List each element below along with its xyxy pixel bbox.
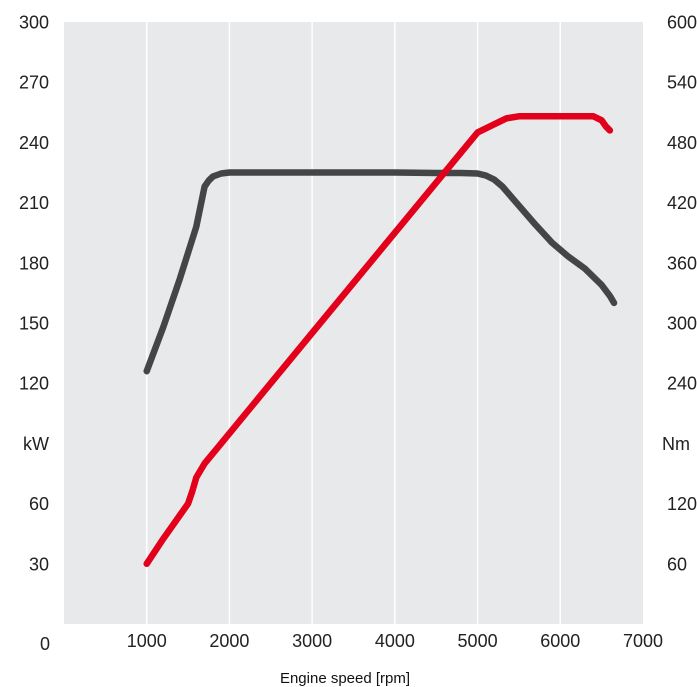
x-tick-label: 1000 bbox=[127, 631, 167, 651]
right-tick-label: 300 bbox=[667, 314, 697, 334]
x-tick-label: 7000 bbox=[623, 631, 663, 651]
series-line-1 bbox=[143, 169, 618, 375]
right-tick-label: 240 bbox=[667, 374, 697, 394]
left-tick-label: 300 bbox=[19, 13, 49, 33]
left-tick-label: 60 bbox=[29, 494, 49, 514]
left-tick-label: 150 bbox=[19, 314, 49, 334]
right-tick-label: 120 bbox=[667, 494, 697, 514]
left-tick-label: 30 bbox=[29, 554, 49, 574]
x-tick-label: 5000 bbox=[458, 631, 498, 651]
x-axis-ticks: 1000 2000 3000 4000 5000 6000 7000 bbox=[127, 631, 663, 651]
right-tick-label: 540 bbox=[667, 73, 697, 93]
left-tick-label: 270 bbox=[19, 73, 49, 93]
x-tick-label: 6000 bbox=[540, 631, 580, 651]
left-axis-unit-label: kW bbox=[23, 434, 49, 454]
right-axis-unit-label: Nm bbox=[662, 434, 690, 454]
left-tick-label: 120 bbox=[19, 374, 49, 394]
left-axis-ticks: 30 60 120 150 180 210 240 270 300 bbox=[19, 13, 49, 575]
series-line-2 bbox=[143, 113, 614, 568]
vertical-gridlines bbox=[145, 22, 562, 624]
right-tick-label: 360 bbox=[667, 253, 697, 273]
x-axis-title: Engine speed [rpm] bbox=[280, 670, 410, 687]
right-tick-label: 60 bbox=[667, 554, 687, 574]
plot-area-background bbox=[64, 22, 643, 624]
left-tick-label: 240 bbox=[19, 133, 49, 153]
right-tick-label: 600 bbox=[667, 13, 697, 33]
right-tick-label: 480 bbox=[667, 133, 697, 153]
right-tick-label: 420 bbox=[667, 193, 697, 213]
x-tick-label: 3000 bbox=[292, 631, 332, 651]
x-tick-label: 2000 bbox=[209, 631, 249, 651]
left-tick-label: 180 bbox=[19, 253, 49, 273]
x-tick-label: 4000 bbox=[375, 631, 415, 651]
x-origin-label: 0 bbox=[40, 634, 50, 654]
series-layer bbox=[143, 113, 618, 568]
right-axis-ticks: 60 120 240 300 360 420 480 540 600 bbox=[667, 13, 697, 575]
left-tick-label: 210 bbox=[19, 193, 49, 213]
